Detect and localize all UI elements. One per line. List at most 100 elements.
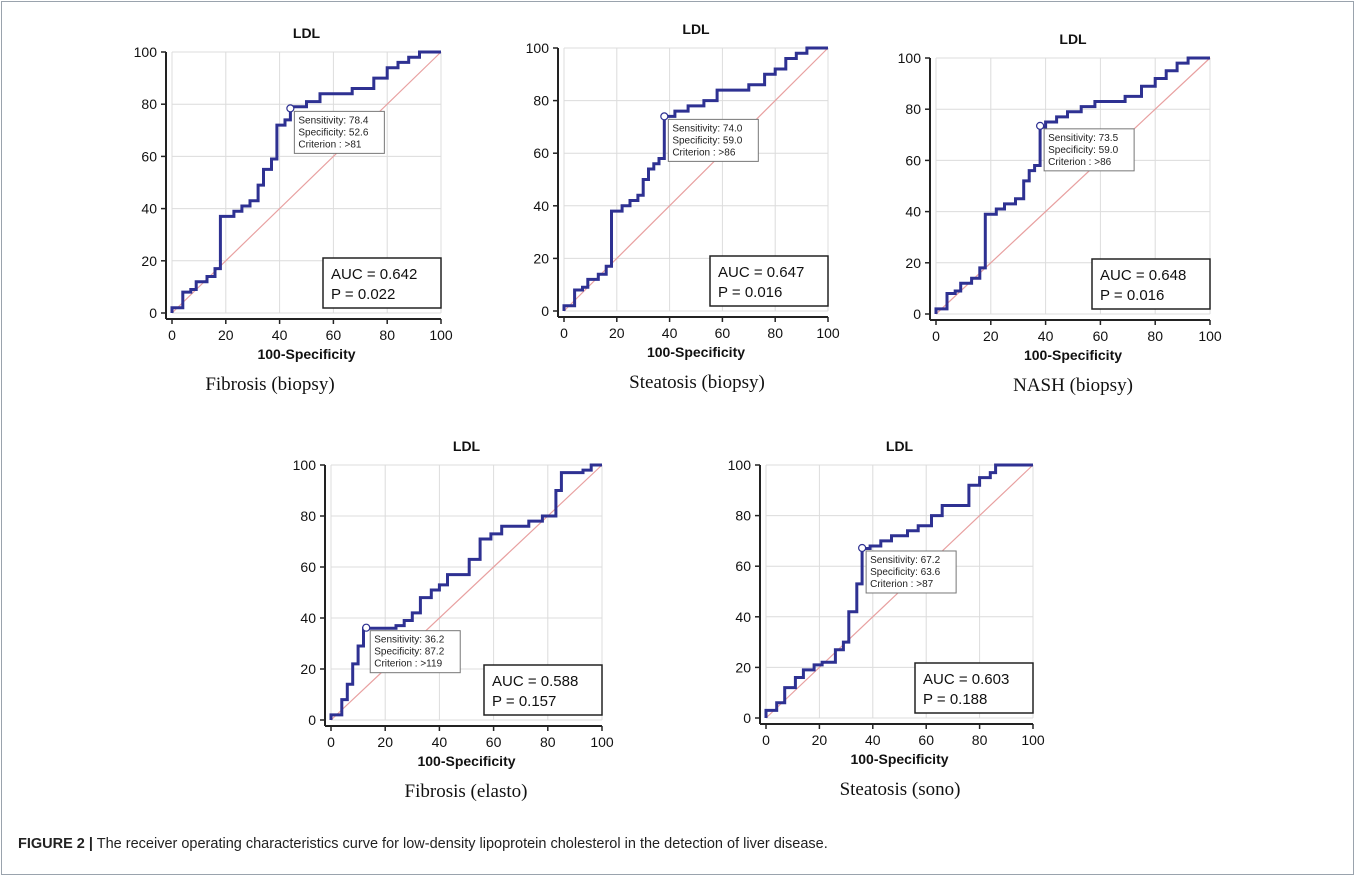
- annotation-sensitivity: Sensitivity: 78.4: [298, 115, 368, 126]
- x-tick-label: 20: [377, 734, 393, 750]
- x-tick-label: 40: [432, 734, 448, 750]
- auc-value: AUC = 0.603: [923, 671, 1009, 688]
- cutoff-point: [286, 104, 295, 113]
- auc-value: AUC = 0.642: [331, 266, 417, 283]
- y-tick-label: 40: [141, 201, 157, 217]
- chart-title: LDL: [682, 21, 710, 37]
- cutoff-point: [660, 112, 669, 121]
- x-tick-label: 40: [1038, 328, 1054, 344]
- x-tick-label: 80: [972, 732, 988, 748]
- chart-subtitle: Steatosis (sono): [840, 779, 961, 800]
- y-tick-label: 80: [533, 93, 549, 109]
- roc-chart-5: 0 20 40 60 80 100 0 20 40 60 80 100 Sensitivity: 67.…: [728, 438, 1045, 800]
- caption-text: The receiver operating characteristics c…: [96, 836, 828, 852]
- y-tick-label: 100: [134, 44, 158, 60]
- annotation-criterion: Criterion : >119: [374, 659, 442, 670]
- y-tick-label: 20: [300, 661, 316, 677]
- caption-label: FIGURE 2 |: [18, 836, 93, 852]
- x-tick-label: 40: [662, 325, 678, 341]
- annotation-specificity: Specificity: 59.0: [672, 135, 742, 146]
- chart-subtitle: Fibrosis (elasto): [405, 781, 528, 802]
- y-tick-label: 100: [293, 457, 317, 473]
- roc-curve: [562, 46, 828, 311]
- y-tick-label: 0: [149, 305, 157, 321]
- p-value: P = 0.188: [923, 691, 987, 708]
- annotation-box: [293, 110, 385, 154]
- roc-chart-3: 0 20 40 60 80 100 0 20 40 60 80 100 Sensitivity: 73.…: [898, 31, 1222, 396]
- roc-chart-4: 0 20 40 60 80 100 0 20 40 60 80 100 Sensitivity: 36.…: [293, 438, 614, 802]
- p-value: P = 0.016: [718, 284, 782, 301]
- x-tick-label: 40: [272, 327, 288, 343]
- annotation-criterion: Criterion : >81: [298, 139, 362, 150]
- x-tick-label: 40: [865, 732, 881, 748]
- roc-curve: [170, 50, 441, 313]
- y-tick-label: 60: [735, 558, 751, 574]
- annotation-sensitivity: Sensitivity: 36.2: [374, 635, 444, 646]
- auc-box: [322, 257, 442, 309]
- y-tick-label: 20: [141, 253, 157, 269]
- chart-title: LDL: [293, 25, 321, 41]
- x-tick-label: 60: [326, 327, 342, 343]
- y-tick-label: 0: [913, 306, 921, 322]
- x-tick-label: 80: [379, 327, 395, 343]
- annotation-box: [1043, 128, 1135, 172]
- x-tick-label: 100: [1198, 328, 1222, 344]
- x-axis-label: 100-Specificity: [850, 751, 948, 767]
- auc-value: AUC = 0.588: [492, 673, 578, 690]
- roc-chart-1: 0 20 40 60 80 100 0 20 40 60 80 100 Sensitivity: 78.…: [134, 25, 453, 395]
- x-tick-label: 60: [1093, 328, 1109, 344]
- roc-curve: [329, 463, 602, 720]
- y-tick-label: 40: [735, 609, 751, 625]
- annotation-box: [667, 118, 759, 162]
- annotation-specificity: Specificity: 87.2: [374, 647, 444, 658]
- chart-subtitle: Fibrosis (biopsy): [205, 374, 334, 395]
- auc-box: [483, 664, 603, 716]
- annotation-sensitivity: Sensitivity: 74.0: [672, 123, 742, 134]
- p-value: P = 0.157: [492, 693, 556, 710]
- p-value: P = 0.022: [331, 286, 395, 303]
- chart-subtitle: Steatosis (biopsy): [629, 372, 765, 393]
- y-tick-label: 20: [533, 250, 549, 266]
- annotation-sensitivity: Sensitivity: 67.2: [870, 555, 940, 566]
- chart-title: LDL: [1059, 31, 1087, 47]
- y-tick-label: 80: [905, 101, 921, 117]
- y-tick-label: 0: [541, 303, 549, 319]
- y-tick-label: 100: [728, 457, 752, 473]
- auc-box: [914, 662, 1034, 714]
- y-tick-label: 100: [526, 40, 550, 56]
- annotation-sensitivity: Sensitivity: 73.5: [1048, 133, 1118, 144]
- x-tick-label: 20: [218, 327, 234, 343]
- y-tick-label: 60: [300, 559, 316, 575]
- y-tick-label: 80: [300, 508, 316, 524]
- annotation-specificity: Specificity: 63.6: [870, 567, 940, 578]
- cutoff-point: [362, 623, 371, 632]
- annotation-criterion: Criterion : >87: [870, 579, 934, 590]
- x-axis-label: 100-Specificity: [647, 344, 745, 360]
- auc-box: [709, 255, 829, 307]
- y-tick-label: 0: [308, 712, 316, 728]
- x-tick-label: 0: [327, 734, 335, 750]
- annotation-criterion: Criterion : >86: [1048, 157, 1112, 168]
- x-tick-label: 100: [816, 325, 840, 341]
- x-tick-label: 100: [1021, 732, 1045, 748]
- y-tick-label: 60: [533, 145, 549, 161]
- x-tick-label: 0: [168, 327, 176, 343]
- x-tick-label: 80: [1147, 328, 1163, 344]
- roc-chart-2: 0 20 40 60 80 100 0 20 40 60 80 100 Sensitivity: 74.…: [526, 21, 840, 393]
- x-tick-label: 100: [429, 327, 453, 343]
- reference-diagonal: [935, 57, 1211, 315]
- auc-value: AUC = 0.647: [718, 264, 804, 281]
- y-tick-label: 100: [898, 50, 922, 66]
- annotation-box: [865, 550, 957, 594]
- annotation-criterion: Criterion : >86: [672, 147, 736, 158]
- chart-title: LDL: [453, 438, 481, 454]
- x-tick-label: 20: [812, 732, 828, 748]
- x-tick-label: 0: [762, 732, 770, 748]
- x-axis-label: 100-Specificity: [417, 753, 515, 769]
- x-tick-label: 20: [609, 325, 625, 341]
- annotation-box: [369, 630, 461, 674]
- x-tick-label: 20: [983, 328, 999, 344]
- x-tick-label: 60: [918, 732, 934, 748]
